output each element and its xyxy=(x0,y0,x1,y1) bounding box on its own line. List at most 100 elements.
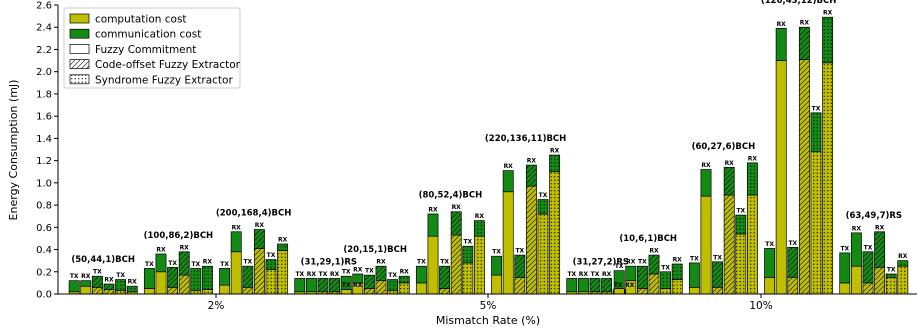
bar-hatch xyxy=(589,278,601,294)
y-tick-label: 2.0 xyxy=(36,67,52,78)
legend-swatch xyxy=(69,28,90,39)
y-tick-label: 2.6 xyxy=(36,1,52,12)
bar-label: TX xyxy=(243,259,252,266)
bar-computation xyxy=(219,284,231,295)
y-tick-label: 1.0 xyxy=(36,178,52,189)
bar-hatch xyxy=(712,261,723,294)
bar-label: RX xyxy=(725,160,735,167)
config-label: (120,43,12)BCH xyxy=(761,0,836,6)
y-tick-label: 1.4 xyxy=(36,134,52,145)
bar-computation xyxy=(688,286,700,295)
bar-hatch xyxy=(637,266,648,294)
bar-label: RX xyxy=(330,271,340,278)
bar-hatch xyxy=(254,229,265,294)
bar-hatch xyxy=(897,260,908,294)
bar-communication xyxy=(294,278,306,293)
bar-computation xyxy=(340,289,352,295)
y-axis-label: Energy Consumption (mJ) xyxy=(7,80,20,221)
bar-hatch xyxy=(874,231,885,294)
bar-label: TX xyxy=(567,271,576,278)
bar-hatch xyxy=(601,278,612,294)
y-tick-label: 0.0 xyxy=(36,290,52,301)
bar-label: TX xyxy=(319,271,328,278)
bar-computation xyxy=(775,60,787,295)
bar-hatch xyxy=(103,283,115,294)
bar-label: RX xyxy=(452,204,462,211)
config-label: (31,27,2)RS xyxy=(573,257,629,267)
legend-hatch xyxy=(70,74,89,84)
bar-label: TX xyxy=(220,261,229,268)
bar-label: RX xyxy=(81,273,91,280)
bar-computation xyxy=(613,288,625,295)
bar-label: TX xyxy=(736,208,745,215)
x-tick-label: 10% xyxy=(749,300,772,312)
bar-communication xyxy=(155,253,167,273)
bar-computation xyxy=(491,274,503,295)
bar-label: RX xyxy=(625,282,635,289)
bar-hatch xyxy=(364,275,375,294)
bar-label: RX xyxy=(701,162,711,169)
bar-hatch xyxy=(242,266,253,294)
bar-hatch xyxy=(862,251,874,294)
bar-label: TX xyxy=(440,259,449,266)
bar-hatch xyxy=(190,268,201,294)
bar-communication xyxy=(415,265,427,284)
bar-hatch xyxy=(451,211,462,294)
bar-label: RX xyxy=(626,259,636,266)
bar-label: RX xyxy=(104,276,114,283)
bar-hatch xyxy=(537,199,549,294)
bar-hatch xyxy=(317,278,329,294)
bar-label: RX xyxy=(400,269,410,276)
bar-label: RX xyxy=(376,259,386,266)
bar-hatch xyxy=(179,251,190,294)
bar-hatch xyxy=(514,255,525,294)
legend-label: Code-offset Fuzzy Extractor xyxy=(95,59,241,71)
bar-label: TX xyxy=(145,261,154,268)
bar-communication xyxy=(688,262,700,288)
bar-label: TX xyxy=(515,248,524,255)
bar-label: RX xyxy=(777,21,787,28)
y-tick-label: 2.2 xyxy=(36,45,52,56)
bar-label: TX xyxy=(864,244,873,251)
bar-label: RX xyxy=(128,279,138,286)
bar-hatch xyxy=(92,276,103,294)
bar-label: TX xyxy=(388,272,397,279)
bar-label: RX xyxy=(428,206,438,213)
bar-hatch xyxy=(648,255,660,294)
bar-computation xyxy=(764,276,776,295)
bar-communication xyxy=(625,265,637,282)
bar-hatch xyxy=(799,27,810,294)
bar-label: TX xyxy=(191,261,200,268)
legend-hatch xyxy=(70,59,89,69)
bar-label: RX xyxy=(579,271,589,278)
bar-hatch xyxy=(735,215,746,294)
bar-label: RX xyxy=(203,259,213,266)
bar-label: RX xyxy=(180,244,190,251)
bar-hatch xyxy=(747,162,758,294)
bar-label: RX xyxy=(875,224,885,231)
bar-hatch xyxy=(474,220,485,294)
bar-label: RX xyxy=(852,225,862,232)
bar-label: RX xyxy=(278,236,288,243)
config-label: (200,168,4)BCH xyxy=(216,209,291,219)
config-label: (20,15,1)BCH xyxy=(343,245,407,255)
bar-hatch xyxy=(167,267,178,294)
bar-label: TX xyxy=(463,239,472,246)
bar-label: TX xyxy=(614,282,623,289)
legend: computation cost communication cost Fuzzy … xyxy=(63,7,241,89)
legend-label: Fuzzy Commitment xyxy=(95,44,196,56)
bar-communication xyxy=(700,169,712,197)
bar-hatch xyxy=(660,271,671,294)
bar-hatch xyxy=(549,155,560,294)
bar-hatch xyxy=(787,247,798,294)
bars-layer xyxy=(68,16,909,295)
legend-swatch xyxy=(69,13,90,24)
bar-label: RX xyxy=(307,271,317,278)
bar-label: RX xyxy=(353,282,363,289)
bar-hatch xyxy=(265,259,277,294)
bar-label: TX xyxy=(812,105,821,112)
bar-hatch xyxy=(810,112,822,294)
bar-computation xyxy=(839,282,851,295)
config-label: (31,29,1)RS xyxy=(301,257,357,267)
